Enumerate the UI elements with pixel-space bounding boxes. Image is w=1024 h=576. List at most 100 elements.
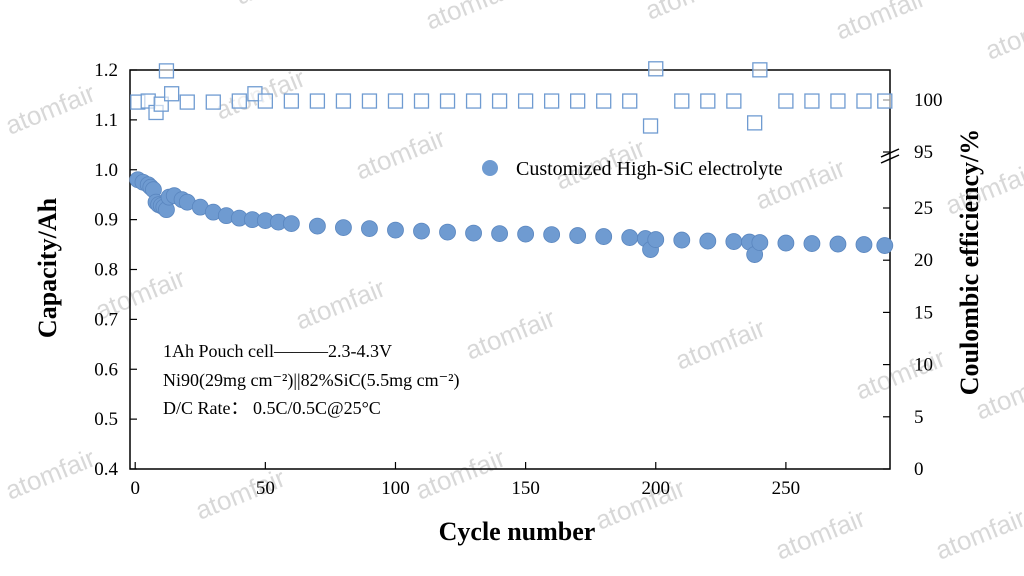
efficiency-point	[491, 93, 508, 109]
right-axis-title: Coulombic efficiency/%	[955, 129, 984, 395]
efficiency-series	[130, 61, 893, 134]
efficiency-point	[309, 93, 326, 109]
legend: Customized High-SiC electrolyte	[482, 158, 783, 180]
efficiency-point	[778, 93, 794, 109]
efficiency-point	[648, 61, 664, 77]
efficiency-point	[570, 93, 586, 109]
efficiency-point	[335, 93, 352, 109]
watermark-text: atomfair	[671, 312, 770, 375]
right-tick-label: 20	[914, 250, 933, 271]
x-tick-label: 50	[256, 478, 275, 499]
watermark-text: atomfair	[231, 0, 330, 11]
watermark-text: atomfair	[291, 272, 390, 335]
x-tick-label: 100	[381, 478, 410, 499]
efficiency-point	[231, 93, 247, 109]
capacity-point	[335, 219, 352, 237]
left-axis-title: Capacity/Ah	[33, 197, 62, 338]
efficiency-point	[387, 93, 404, 109]
x-axis-title: Cycle number	[439, 517, 596, 546]
capacity-point	[387, 221, 404, 239]
capacity-point	[465, 224, 482, 242]
right-tick-label: 95	[914, 142, 933, 163]
capacity-point	[647, 231, 665, 248]
watermark-text: atomfair	[981, 2, 1024, 65]
capacity-point	[308, 217, 326, 235]
efficiency-point	[158, 63, 175, 79]
legend-marker	[482, 160, 498, 176]
left-tick-label: 0.9	[94, 210, 118, 231]
efficiency-point	[700, 93, 716, 109]
capacity-point	[699, 232, 717, 250]
annotation-block: 1Ah Pouch cell———2.3-4.3V Ni90(29mg cm⁻²…	[163, 341, 459, 418]
watermark-text: atomfair	[931, 502, 1024, 565]
efficiency-point	[283, 93, 300, 109]
capacity-point	[855, 236, 873, 253]
legend-label: Customized High-SiC electrolyte	[516, 158, 783, 180]
right-tick-label: 15	[914, 302, 933, 323]
watermark-text: atomfair	[1, 442, 100, 505]
capacity-point	[543, 226, 561, 243]
capacity-point	[361, 220, 378, 238]
right-tick-label: 25	[914, 198, 933, 219]
efficiency-point	[856, 93, 872, 109]
capacity-point	[621, 229, 639, 246]
capacity-point	[803, 235, 821, 252]
efficiency-point	[257, 93, 273, 109]
right-tick-label: 10	[914, 355, 933, 376]
annotation-line: D/C Rate： 0.5C/0.5C@25°C	[163, 398, 381, 418]
left-tick-label: 1.1	[94, 110, 118, 131]
left-axis-ticks: 0.4 0.5 0.6 0.7 0.8 0.9 1.0 1.1 1.2	[94, 60, 137, 480]
efficiency-point	[830, 93, 846, 109]
efficiency-point	[439, 93, 456, 109]
capacity-point	[595, 228, 613, 245]
efficiency-point	[596, 93, 612, 109]
right-axis-ticks: 0 5 10 15 20 25 95 100	[883, 90, 943, 480]
efficiency-point	[752, 62, 768, 78]
x-tick-label: 0	[130, 478, 140, 499]
right-tick-label: 5	[914, 407, 924, 428]
efficiency-point	[543, 93, 560, 109]
watermark-text: atomfair	[591, 472, 690, 535]
efficiency-point	[642, 118, 659, 134]
watermark-text: atomfair	[411, 442, 510, 505]
capacity-point	[517, 225, 535, 243]
axis-break-mark	[880, 148, 900, 158]
efficiency-point	[674, 93, 690, 109]
capacity-point	[725, 233, 743, 250]
capacity-point	[876, 237, 894, 254]
efficiency-point	[622, 93, 638, 109]
left-tick-label: 0.5	[94, 409, 118, 430]
watermark-text: atomfair	[461, 302, 560, 365]
efficiency-point	[179, 94, 195, 110]
left-tick-label: 0.7	[94, 309, 118, 330]
capacity-point	[673, 231, 691, 249]
watermark-text: atomfair	[351, 122, 450, 185]
watermark-text: atomfair	[1, 77, 100, 140]
x-tick-label: 250	[772, 478, 801, 499]
efficiency-point	[726, 93, 742, 109]
watermark-text: atomfair	[421, 0, 520, 36]
capacity-point	[282, 215, 300, 233]
efficiency-point	[205, 94, 221, 110]
left-tick-label: 0.6	[94, 359, 118, 380]
efficiency-point	[877, 93, 893, 109]
capacity-point	[569, 227, 587, 244]
right-tick-label: 100	[914, 90, 943, 111]
right-tick-label: 0	[914, 459, 924, 480]
capacity-point	[777, 234, 795, 252]
x-tick-label: 150	[511, 478, 540, 499]
watermark-text: atomfair	[771, 502, 870, 565]
capacity-point	[751, 234, 769, 251]
watermark-text: atomfair	[641, 0, 740, 26]
capacity-point	[413, 222, 430, 240]
efficiency-point	[413, 93, 430, 109]
left-tick-label: 1.2	[94, 60, 118, 81]
left-tick-label: 0.4	[94, 459, 118, 480]
watermark-text: atomfair	[831, 0, 930, 46]
capacity-point	[829, 235, 847, 253]
capacity-point	[439, 223, 456, 241]
efficiency-point	[517, 93, 534, 109]
capacity-series	[129, 171, 894, 263]
capacity-point	[491, 225, 508, 242]
watermark-text: atomfair	[191, 462, 290, 525]
